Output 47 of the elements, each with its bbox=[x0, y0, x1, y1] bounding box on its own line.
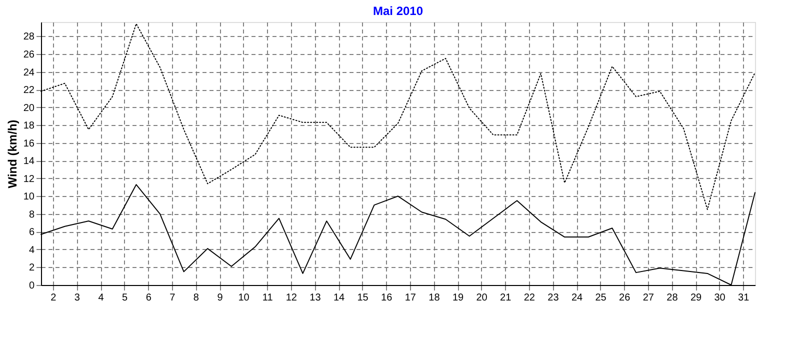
y-tick-label: 20 bbox=[23, 102, 35, 114]
x-tick-label: 29 bbox=[690, 292, 702, 304]
x-tick-label: 2 bbox=[50, 292, 57, 304]
y-tick-label: 4 bbox=[28, 244, 35, 256]
x-tick-label: 22 bbox=[524, 292, 536, 304]
x-tick-label: 9 bbox=[217, 292, 224, 304]
y-tick-label: 22 bbox=[23, 85, 35, 96]
x-tick-label: 10 bbox=[238, 292, 250, 304]
y-tick-label: 26 bbox=[23, 49, 35, 60]
x-tick-label: 11 bbox=[262, 292, 274, 304]
y-tick-label: 14 bbox=[23, 156, 35, 168]
y-tick-label: 2 bbox=[28, 262, 35, 274]
x-tick-label: 18 bbox=[428, 292, 440, 304]
x-tick-label: 31 bbox=[738, 292, 750, 304]
x-tick-label: 25 bbox=[595, 292, 607, 304]
x-tick-label: 8 bbox=[193, 292, 200, 304]
x-tick-label: 14 bbox=[333, 292, 345, 304]
x-tick-label: 5 bbox=[122, 292, 128, 304]
x-tick-label: 6 bbox=[146, 292, 152, 304]
y-tick-label: 24 bbox=[23, 67, 35, 78]
chart-title: Mai 2010 bbox=[372, 4, 424, 18]
y-tick-label: 18 bbox=[23, 120, 35, 132]
x-tick-label: 28 bbox=[666, 292, 678, 304]
y-tick-label: 6 bbox=[28, 227, 35, 238]
x-tick-label: 3 bbox=[74, 292, 80, 304]
y-tick-label: 12 bbox=[23, 174, 35, 185]
x-tick-label: 16 bbox=[381, 292, 393, 304]
x-tick-label: 17 bbox=[404, 292, 416, 304]
x-tick-label: 23 bbox=[548, 292, 560, 304]
x-tick-label: 20 bbox=[476, 292, 488, 304]
x-tick-label: 7 bbox=[170, 292, 176, 304]
x-tick-label: 15 bbox=[357, 292, 369, 304]
x-tick-label: 13 bbox=[310, 292, 322, 304]
y-tick-label: 28 bbox=[23, 32, 35, 43]
x-tick-label: 19 bbox=[452, 292, 464, 304]
y-tick-label: 16 bbox=[23, 138, 35, 150]
x-tick-label: 30 bbox=[714, 292, 726, 304]
x-tick-label: 26 bbox=[619, 292, 631, 304]
y-axis-title: Wind (km/h) bbox=[5, 120, 20, 188]
x-tick-label: 27 bbox=[642, 292, 654, 304]
x-tick-label: 21 bbox=[500, 292, 512, 304]
y-tick-label: 8 bbox=[28, 209, 35, 220]
x-tick-label: 24 bbox=[571, 292, 583, 304]
x-tick-label: 4 bbox=[98, 292, 104, 304]
y-tick-label: 10 bbox=[23, 192, 35, 203]
y-tick-label: 0 bbox=[28, 280, 35, 292]
x-tick-label: 12 bbox=[286, 292, 298, 304]
